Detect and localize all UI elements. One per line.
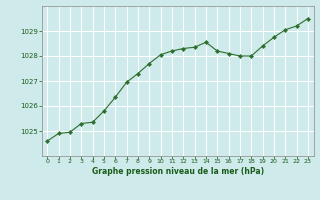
X-axis label: Graphe pression niveau de la mer (hPa): Graphe pression niveau de la mer (hPa): [92, 167, 264, 176]
